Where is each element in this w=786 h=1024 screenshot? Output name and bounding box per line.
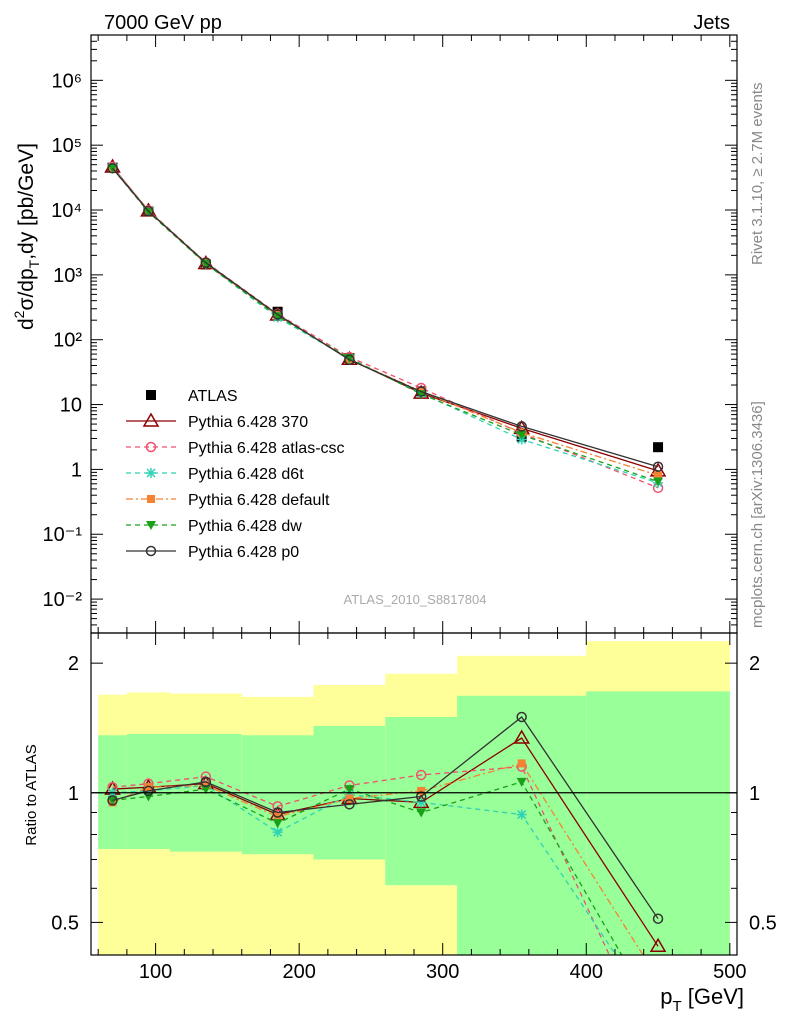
ratio-point-dw xyxy=(107,796,118,806)
ratio-point-p0 xyxy=(143,785,154,797)
ratio-series-line-dw xyxy=(112,781,623,955)
main-y-axis-title: d2σ/dpT,dy [pb/GeV] xyxy=(11,143,42,330)
ratio-point-d6t xyxy=(272,827,283,838)
legend-marker-p0 xyxy=(145,545,157,557)
main-y-tick-label: 10³ xyxy=(53,265,82,287)
legend-label-data: ATLAS xyxy=(188,388,238,405)
ratio-series-line-p0 xyxy=(112,716,659,920)
header-observable-label: Jets xyxy=(693,12,730,34)
main-point-dw xyxy=(516,430,527,440)
ratio-point-dw xyxy=(516,777,527,787)
x-tick-label: 200 xyxy=(282,961,315,983)
ratio-series-group xyxy=(104,711,667,955)
analysis-tag: ATLAS_2010_S8817804 xyxy=(344,592,487,607)
main-y-tick-label: 1 xyxy=(71,459,82,481)
main-point-p0 xyxy=(107,163,118,174)
legend-label-dw: Pythia 6.428 dw xyxy=(188,518,302,535)
star-stroke xyxy=(517,810,527,820)
ratio-point-p0 xyxy=(200,776,212,788)
main-point-p0 xyxy=(652,461,664,472)
main-y-tick-label: 10⁻¹ xyxy=(43,524,83,546)
legend-label-default: Pythia 6.428 default xyxy=(188,492,330,509)
main-point-p0 xyxy=(272,309,283,320)
main-point-dw xyxy=(143,208,154,218)
main-series-line-d6t xyxy=(112,167,659,484)
ratio-point-p0 xyxy=(344,799,355,810)
main-series-line-p0 xyxy=(112,167,659,468)
mcplots-label: mcplots.cern.ch [arXiv:1306.3436] xyxy=(749,401,766,628)
legend-marker-p370 xyxy=(142,412,160,427)
legend-label-p0: Pythia 6.428 p0 xyxy=(188,544,299,561)
main-point-p0 xyxy=(516,421,527,432)
ratio-point-default xyxy=(517,759,526,768)
ratio-y-tick-label: 1 xyxy=(68,783,79,805)
main-point-dw xyxy=(200,259,211,269)
ratio-point-p0 xyxy=(516,711,527,723)
ratio-point-default xyxy=(417,786,426,795)
ratio-point-dw xyxy=(416,808,427,818)
main-point-p0 xyxy=(200,257,212,268)
main-series-line-default xyxy=(112,167,659,476)
ratio-y-tick-label-right: 0.5 xyxy=(749,912,777,934)
main-y-tick-label: 10⁵ xyxy=(51,135,82,157)
legend-marker-dw xyxy=(146,521,156,530)
rivet-version-label: Rivet 3.1.10, ≥ 2.7M events xyxy=(749,83,766,266)
ratio-point-default xyxy=(345,794,354,803)
legend-label-atlascsc: Pythia 6.428 atlas-csc xyxy=(188,440,345,457)
main-point-dw xyxy=(272,312,283,322)
legend-label-p370: Pythia 6.428 370 xyxy=(188,414,308,431)
main-series-line-dw xyxy=(112,167,659,483)
legend-marker-data xyxy=(146,390,156,400)
ratio-y-tick-label-right: 1 xyxy=(749,783,760,805)
legend-marker-default xyxy=(147,495,155,503)
legend-marker-atlascsc xyxy=(145,441,157,453)
star-stroke xyxy=(146,468,156,478)
ratio-point-dw xyxy=(272,819,283,829)
ratio-point-atlascsc xyxy=(272,801,283,812)
x-axis-title: pT [GeV] xyxy=(660,984,744,1015)
main-y-tick-label: 10⁶ xyxy=(52,70,82,92)
x-tick-label: 500 xyxy=(713,961,746,983)
main-point-p0 xyxy=(415,386,427,397)
main-y-tick-label: 10 xyxy=(60,395,82,417)
main-y-tick-label: 10⁻² xyxy=(43,589,83,611)
x-tick-label: 400 xyxy=(570,961,603,983)
header-collision-label: 7000 GeV pp xyxy=(104,12,222,34)
ratio-y-tick-label-right: 2 xyxy=(749,653,760,675)
main-y-tick-label: 10² xyxy=(53,330,82,352)
ratio-point-dw xyxy=(200,785,211,795)
ratio-point-dw xyxy=(344,785,355,795)
main-point-data xyxy=(653,442,664,453)
ratio-y-tick-label: 2 xyxy=(68,653,79,675)
ratio-y-tick-label: 0.5 xyxy=(51,912,79,934)
main-point-p0 xyxy=(143,205,154,217)
ratio-point-p370 xyxy=(513,729,530,744)
ratio-y-axis-title: Ratio to ATLAS xyxy=(23,744,40,845)
ratio-point-p0 xyxy=(652,913,664,924)
x-tick-label: 300 xyxy=(426,961,459,983)
ratio-point-atlascsc xyxy=(415,769,427,781)
ratio-band-inner xyxy=(586,691,730,955)
ratio-point-default xyxy=(144,783,153,792)
ratio-point-p0 xyxy=(415,791,427,802)
ratio-series-line-atlascsc xyxy=(112,765,611,955)
main-point-dw xyxy=(653,477,664,487)
ratio-point-p0 xyxy=(272,807,283,818)
legend-label-d6t: Pythia 6.428 d6t xyxy=(188,466,304,483)
main-point-p0 xyxy=(344,354,355,366)
ratio-point-d6t xyxy=(516,809,527,820)
ratio-point-p370 xyxy=(649,937,667,953)
x-tick-label: 100 xyxy=(139,961,172,983)
ratio-series-line-default xyxy=(112,762,644,955)
main-series-line-atlascsc xyxy=(112,166,659,489)
legend-marker-d6t xyxy=(146,468,156,478)
ratio-point-p0 xyxy=(107,795,118,806)
ratio-band-inner xyxy=(457,695,587,955)
main-y-tick-label: 10⁴ xyxy=(51,200,82,222)
star-stroke xyxy=(273,827,283,837)
main-point-default xyxy=(654,471,663,480)
